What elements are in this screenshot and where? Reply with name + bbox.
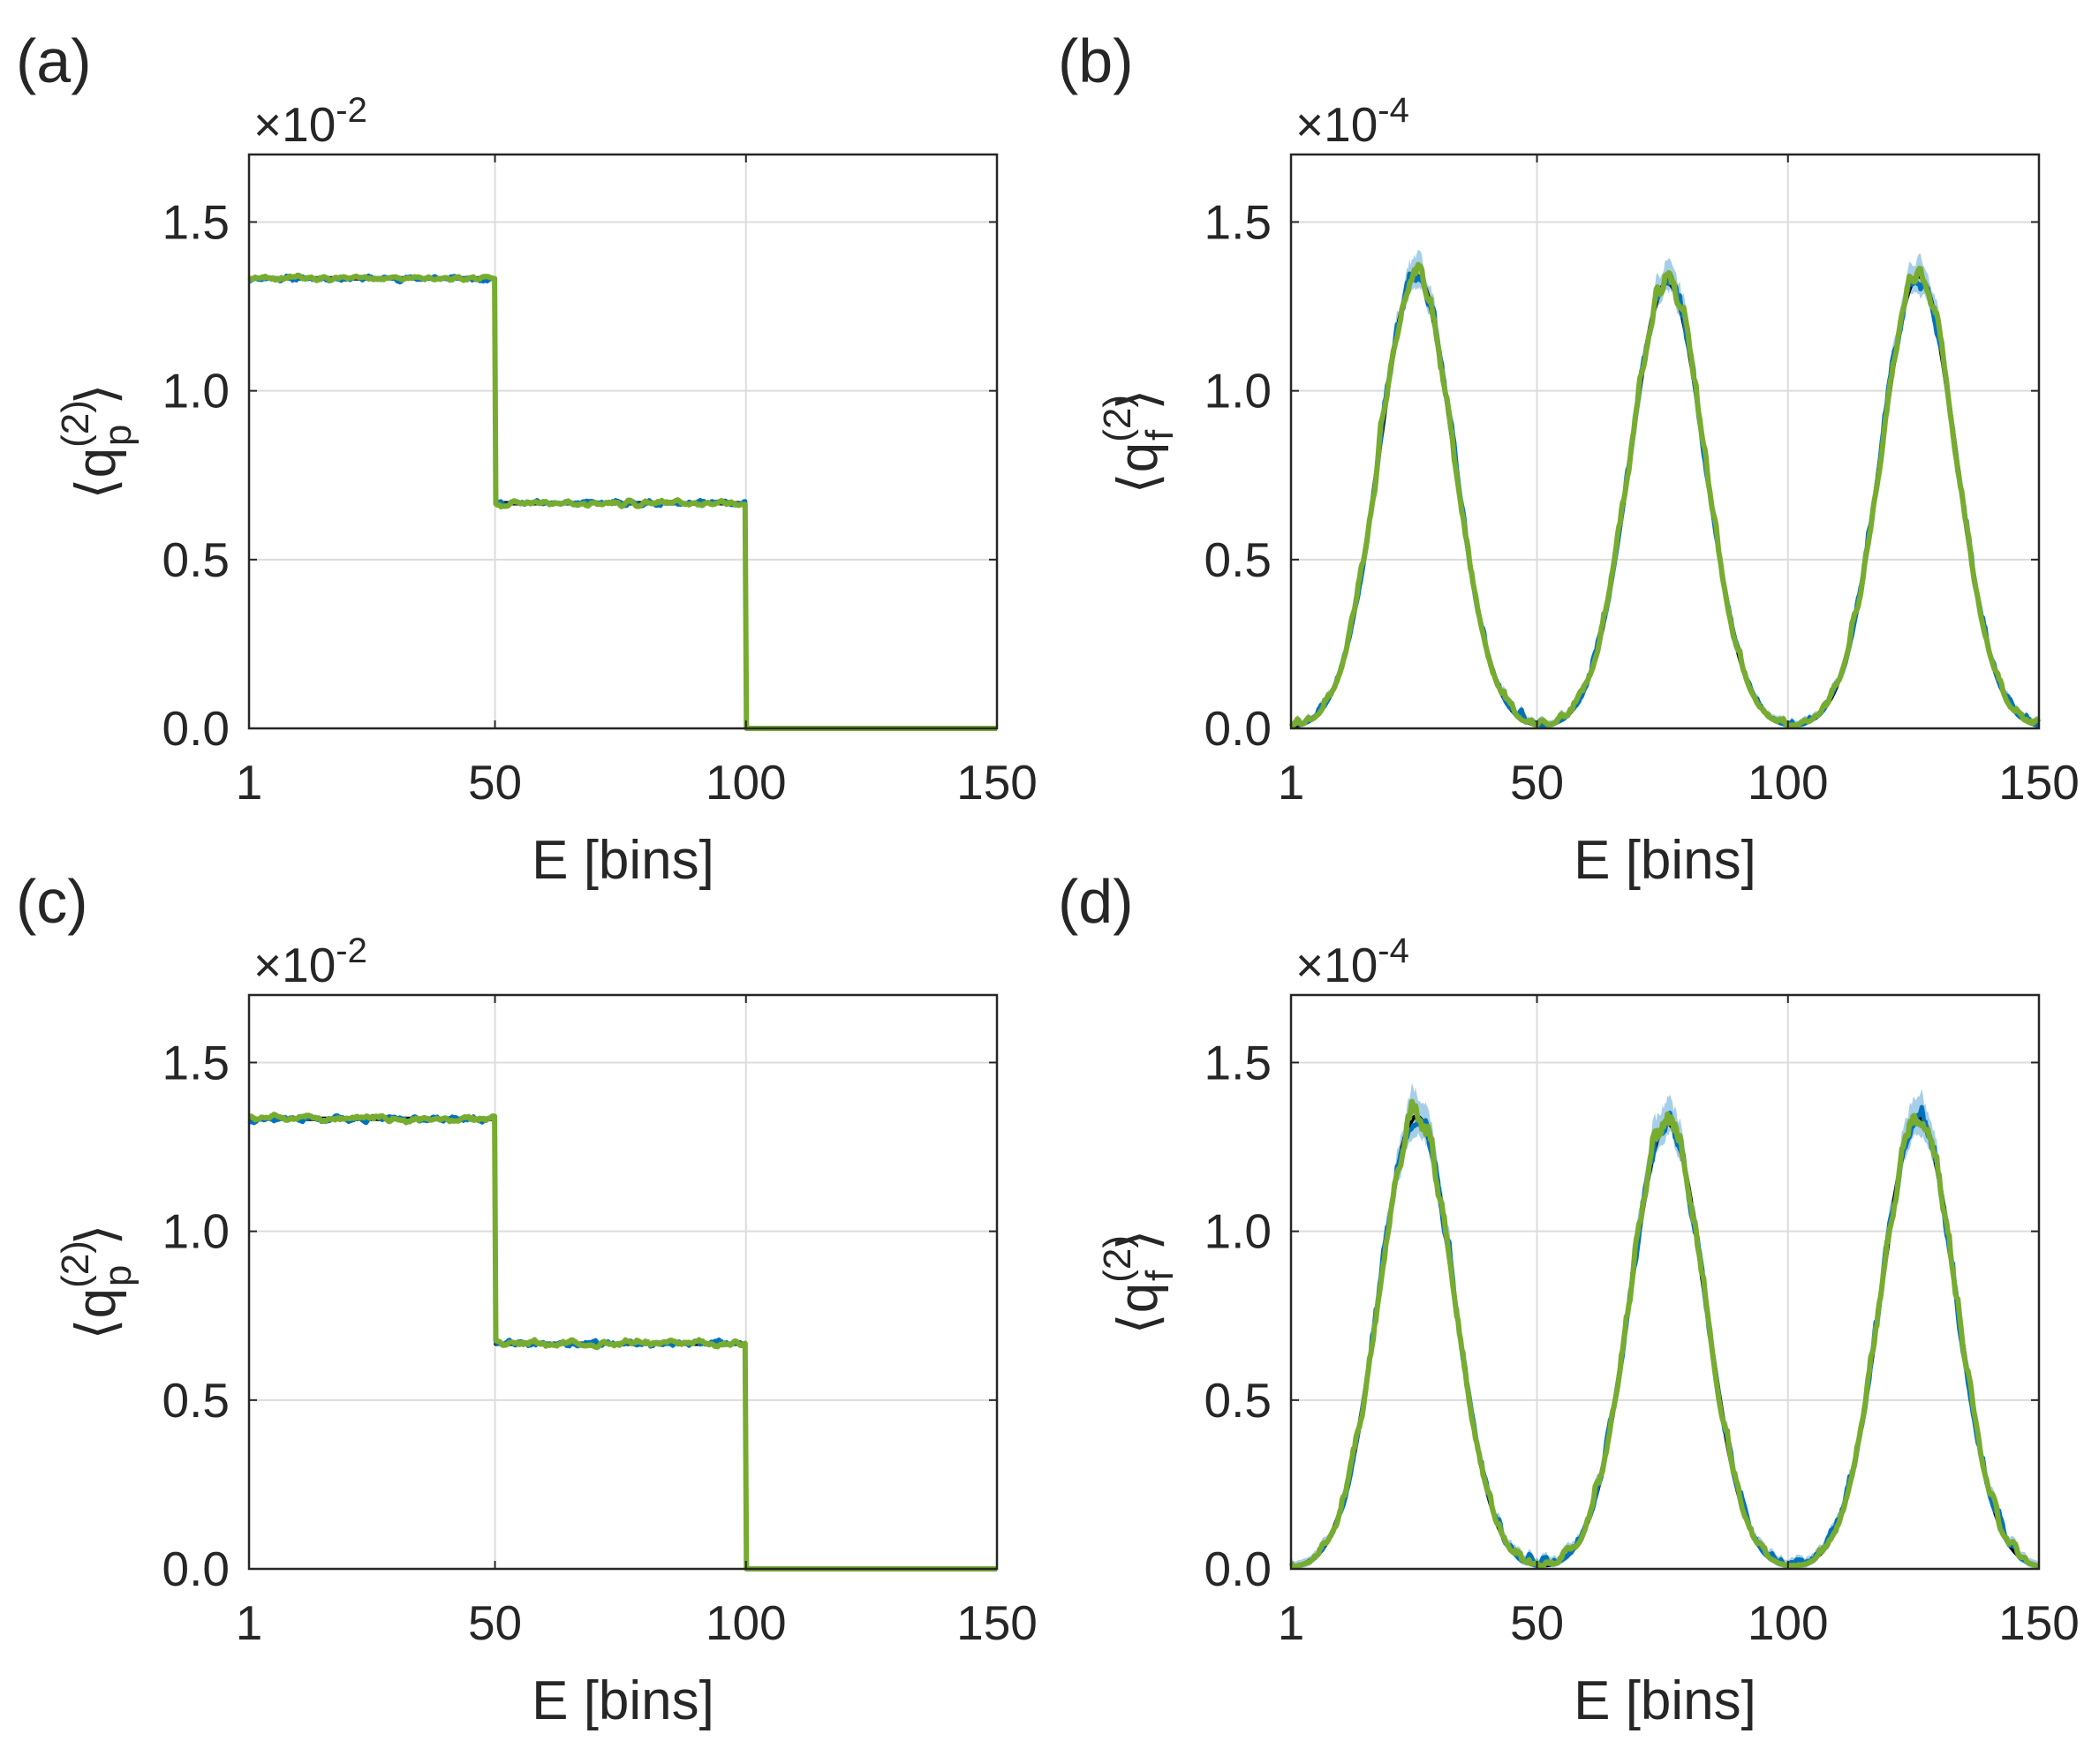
grid — [1291, 155, 2039, 728]
y-tick-label: 1.5 — [162, 194, 230, 249]
y-label-bracket-open: ⟨ — [1108, 1313, 1169, 1334]
plot-area — [1291, 155, 2039, 728]
panel-label: (a) — [16, 26, 92, 95]
x-tick-label: 50 — [1510, 755, 1564, 810]
y-label-sup: (2) — [54, 400, 97, 448]
y-tick-label: 0.0 — [1204, 1542, 1272, 1596]
y-axis-label: ⟨q(2)p ⟩ — [54, 383, 140, 499]
y-label-bracket-close: ⟩ — [66, 1224, 127, 1245]
y-label-bracket-open: ⟨ — [1108, 472, 1169, 494]
y-label-bracket-close: ⟩ — [66, 383, 127, 404]
y-tick-label: 0.5 — [1204, 532, 1272, 587]
y-label-bracket-close: ⟩ — [1108, 389, 1169, 411]
exponent-power: -4 — [1378, 91, 1409, 130]
y-label-sub: p — [96, 425, 140, 446]
x-tick-label: 150 — [956, 1595, 1038, 1650]
y-label-base: q — [1108, 1283, 1169, 1313]
plot-area — [249, 995, 997, 1569]
y-label-sup: (2) — [54, 1240, 97, 1288]
axes-box — [247, 153, 999, 730]
x-tick-label: 50 — [468, 1595, 522, 1650]
plot-area — [1291, 995, 2039, 1569]
y-tick-label: 0.0 — [162, 701, 230, 756]
x-tick-label: 1 — [236, 755, 263, 810]
y-axis-label-text: ⟨q(2)f ⟩ — [1096, 1230, 1182, 1335]
y-tick-label: 1.0 — [162, 1204, 230, 1259]
x-tick-label: 100 — [706, 1595, 787, 1650]
exponent-label: ×10-4 — [1295, 91, 1409, 152]
y-label-sub: f — [1138, 429, 1182, 441]
y-label-base: q — [66, 448, 127, 478]
y-label-sub: p — [96, 1265, 140, 1286]
axes-box — [247, 993, 999, 1571]
y-label-sup: (2) — [1096, 395, 1139, 442]
panel-label: (c) — [16, 867, 88, 936]
exponent-base: ×10 — [253, 938, 336, 992]
exponent-label: ×10-2 — [253, 91, 367, 152]
exponent-base: ×10 — [1295, 938, 1378, 992]
y-axis-label: ⟨q(2)f ⟩ — [1096, 1230, 1182, 1335]
exponent-power: -4 — [1378, 931, 1409, 970]
plot-area — [249, 155, 997, 728]
exponent-base: ×10 — [253, 97, 336, 152]
x-axis-label: E [bins] — [1574, 830, 1756, 891]
y-axis-label: ⟨q(2)f ⟩ — [1096, 389, 1182, 494]
x-tick-label: 150 — [956, 755, 1038, 810]
y-tick-label: 0.0 — [1204, 701, 1272, 756]
y-axis-label: ⟨q(2)p ⟩ — [54, 1224, 140, 1339]
panel-label: (b) — [1058, 26, 1134, 95]
series-green-line — [1288, 1098, 2041, 1570]
y-label-sup: (2) — [1096, 1235, 1139, 1283]
x-tick-label: 50 — [1510, 1595, 1564, 1650]
y-tick-label: 0.0 — [162, 1542, 230, 1596]
y-label-bracket-open: ⟨ — [66, 478, 127, 499]
x-tick-label: 1 — [1278, 755, 1305, 810]
x-axis-label: E [bins] — [1574, 1670, 1756, 1731]
x-tick-label: 1 — [236, 1595, 263, 1650]
exponent-label: ×10-4 — [1295, 931, 1409, 992]
y-label-base: q — [1108, 442, 1169, 472]
x-axis-label: E [bins] — [532, 830, 714, 891]
axes-box — [1289, 993, 2041, 1571]
y-tick-label: 1.5 — [1204, 1035, 1272, 1089]
exponent-power: -2 — [336, 91, 367, 130]
series-green-line — [1288, 261, 2042, 729]
exponent-label: ×10-2 — [253, 931, 367, 992]
y-label-base: q — [66, 1288, 127, 1318]
y-axis-label-text: ⟨q(2)p ⟩ — [54, 383, 140, 499]
panel-label: (d) — [1058, 867, 1134, 936]
x-tick-label: 1 — [1278, 1595, 1305, 1650]
y-label-bracket-close: ⟩ — [1108, 1230, 1169, 1251]
y-tick-label: 1.0 — [1204, 364, 1272, 418]
y-tick-label: 1.0 — [162, 364, 230, 418]
x-tick-label: 100 — [1748, 755, 1829, 810]
x-tick-label: 100 — [706, 755, 787, 810]
y-tick-label: 0.5 — [162, 532, 230, 587]
y-tick-label: 1.5 — [1204, 194, 1272, 249]
y-tick-label: 1.5 — [162, 1035, 230, 1089]
y-axis-label-text: ⟨q(2)p ⟩ — [54, 1224, 140, 1339]
grid — [1291, 995, 2039, 1569]
y-tick-label: 1.0 — [1204, 1204, 1272, 1259]
x-tick-label: 150 — [1998, 1595, 2080, 1650]
x-tick-label: 50 — [468, 755, 522, 810]
exponent-power: -2 — [336, 931, 367, 970]
y-label-sub: f — [1138, 1270, 1182, 1281]
x-tick-label: 100 — [1748, 1595, 1829, 1650]
x-axis-label: E [bins] — [532, 1670, 714, 1731]
y-tick-label: 0.5 — [162, 1373, 230, 1428]
y-label-bracket-open: ⟨ — [66, 1318, 127, 1339]
x-tick-label: 150 — [1998, 755, 2080, 810]
y-tick-label: 0.5 — [1204, 1373, 1272, 1428]
exponent-base: ×10 — [1295, 97, 1378, 152]
axes-box — [1289, 153, 2041, 730]
y-axis-label-text: ⟨q(2)f ⟩ — [1096, 389, 1182, 494]
